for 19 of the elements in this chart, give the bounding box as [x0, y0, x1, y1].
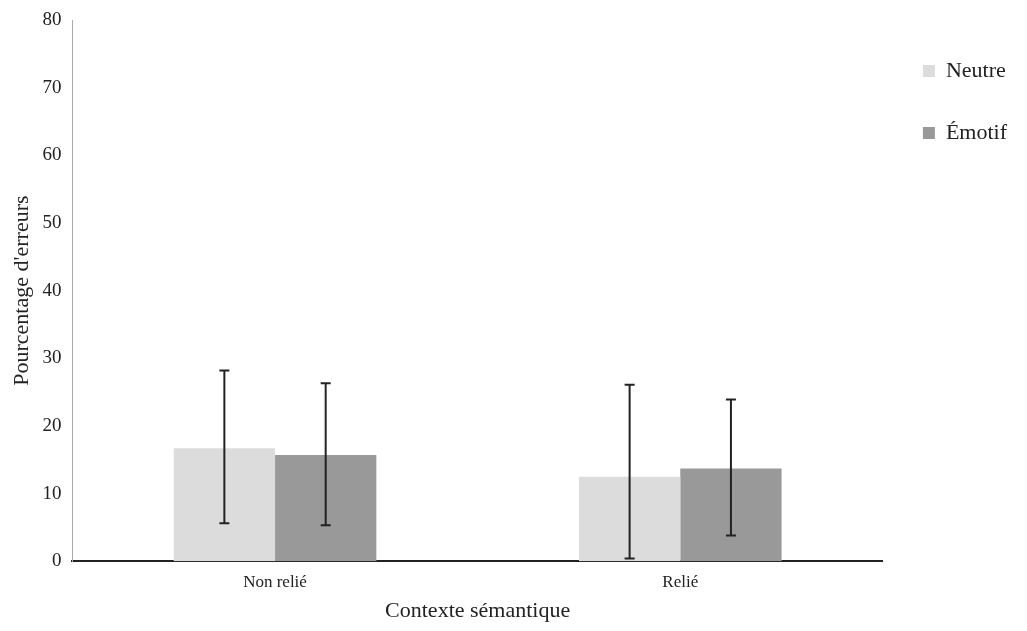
legend-label: Neutre — [945, 56, 1006, 82]
y-tick-label: 70 — [42, 75, 62, 97]
y-tick-label: 10 — [42, 481, 62, 503]
y-tick-label: 0 — [51, 549, 62, 571]
x-tick-label: Non relié — [243, 571, 307, 591]
y-tick-label: 40 — [42, 278, 62, 300]
bar — [173, 448, 276, 562]
bar — [578, 476, 681, 562]
bar — [275, 454, 377, 562]
y-tick-label: 20 — [42, 413, 62, 435]
y-tick-label: 80 — [42, 7, 62, 29]
y-axis-title: Pourcentage d'erreurs — [7, 195, 33, 386]
y-tick-label: 60 — [42, 143, 62, 165]
legend-label: Émotif — [945, 118, 1008, 144]
x-axis-title: Contexte sémantique — [385, 596, 571, 622]
y-tick-label: 50 — [42, 210, 62, 232]
y-tick-label: 30 — [42, 346, 62, 368]
bar — [680, 468, 782, 562]
x-tick-label: Relié — [662, 571, 699, 591]
